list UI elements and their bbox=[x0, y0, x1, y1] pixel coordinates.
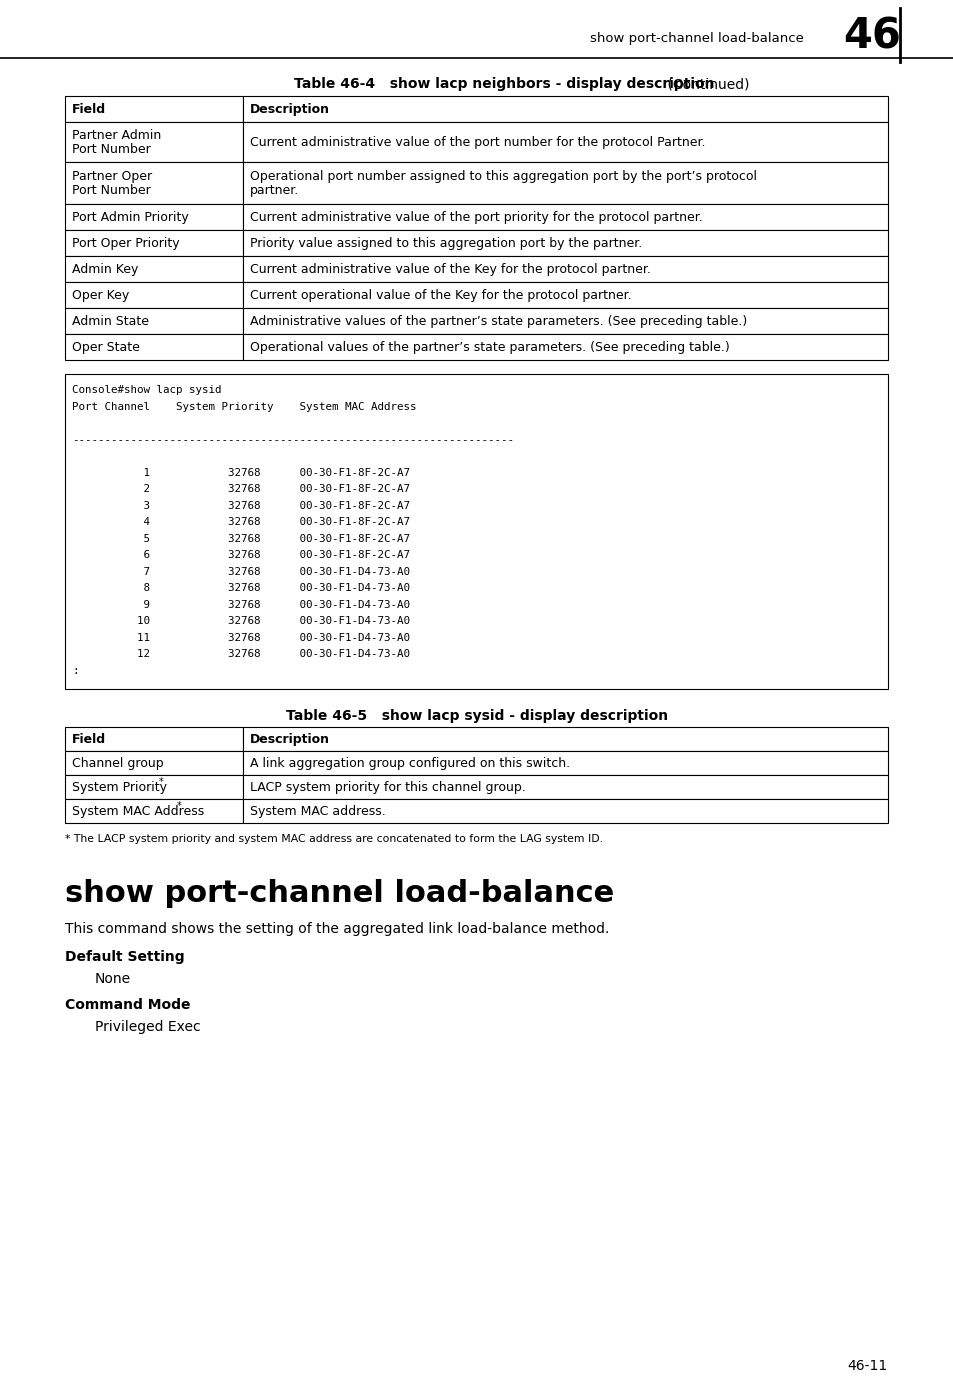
Text: 46-11: 46-11 bbox=[847, 1359, 887, 1373]
Bar bbox=[65, 282, 243, 308]
Text: System MAC Address: System MAC Address bbox=[71, 805, 204, 818]
Text: *: * bbox=[176, 801, 181, 811]
Text: Current operational value of the Key for the protocol partner.: Current operational value of the Key for… bbox=[250, 289, 631, 301]
Text: Admin State: Admin State bbox=[71, 315, 149, 328]
Bar bbox=[65, 162, 243, 204]
Bar bbox=[243, 230, 887, 255]
Text: 6            32768      00-30-F1-8F-2C-A7: 6 32768 00-30-F1-8F-2C-A7 bbox=[71, 550, 410, 561]
Text: --------------------------------------------------------------------: ----------------------------------------… bbox=[71, 434, 514, 444]
Bar bbox=[65, 308, 243, 335]
Text: Port Number: Port Number bbox=[71, 183, 151, 197]
Bar bbox=[243, 799, 887, 823]
Bar bbox=[243, 282, 887, 308]
Bar bbox=[65, 230, 243, 255]
Bar bbox=[243, 255, 887, 282]
Bar bbox=[243, 204, 887, 230]
Text: show port-channel load-balance: show port-channel load-balance bbox=[65, 879, 614, 908]
Text: Oper Key: Oper Key bbox=[71, 289, 129, 301]
Text: Field: Field bbox=[71, 733, 106, 745]
Text: Operational port number assigned to this aggregation port by the port’s protocol: Operational port number assigned to this… bbox=[250, 169, 757, 182]
Bar bbox=[243, 162, 887, 204]
Bar bbox=[65, 255, 243, 282]
Bar bbox=[243, 308, 887, 335]
Bar bbox=[65, 799, 243, 823]
Text: Command Mode: Command Mode bbox=[65, 998, 191, 1012]
Text: 4            32768      00-30-F1-8F-2C-A7: 4 32768 00-30-F1-8F-2C-A7 bbox=[71, 518, 410, 527]
Text: Partner Oper: Partner Oper bbox=[71, 169, 152, 182]
Text: Description: Description bbox=[250, 733, 330, 745]
Bar bbox=[65, 96, 243, 122]
Bar bbox=[65, 122, 243, 162]
Text: Administrative values of the partner’s state parameters. (See preceding table.): Administrative values of the partner’s s… bbox=[250, 315, 746, 328]
Bar bbox=[243, 751, 887, 775]
Text: Port Channel    System Priority    System MAC Address: Port Channel System Priority System MAC … bbox=[71, 401, 416, 412]
Text: Port Oper Priority: Port Oper Priority bbox=[71, 236, 179, 250]
Text: Privileged Exec: Privileged Exec bbox=[95, 1020, 200, 1034]
Text: 9            32768      00-30-F1-D4-73-A0: 9 32768 00-30-F1-D4-73-A0 bbox=[71, 600, 410, 609]
Bar bbox=[243, 335, 887, 359]
Text: Console#show lacp sysid: Console#show lacp sysid bbox=[71, 386, 221, 396]
Text: Default Setting: Default Setting bbox=[65, 949, 185, 965]
Text: Port Number: Port Number bbox=[71, 143, 151, 155]
Text: Description: Description bbox=[250, 103, 330, 115]
Text: Current administrative value of the port priority for the protocol partner.: Current administrative value of the port… bbox=[250, 211, 702, 223]
Text: Current administrative value of the port number for the protocol Partner.: Current administrative value of the port… bbox=[250, 136, 705, 149]
Text: LACP system priority for this channel group.: LACP system priority for this channel gr… bbox=[250, 780, 525, 794]
Bar bbox=[243, 96, 887, 122]
Text: None: None bbox=[95, 972, 131, 985]
Text: :: : bbox=[71, 666, 78, 676]
Text: 2            32768      00-30-F1-8F-2C-A7: 2 32768 00-30-F1-8F-2C-A7 bbox=[71, 484, 410, 494]
Text: (Continued): (Continued) bbox=[662, 76, 749, 92]
Text: 11            32768      00-30-F1-D4-73-A0: 11 32768 00-30-F1-D4-73-A0 bbox=[71, 633, 410, 643]
Bar bbox=[65, 775, 243, 799]
Text: partner.: partner. bbox=[250, 183, 299, 197]
Text: Port Admin Priority: Port Admin Priority bbox=[71, 211, 189, 223]
Bar bbox=[65, 373, 887, 688]
Text: System MAC address.: System MAC address. bbox=[250, 805, 385, 818]
Bar bbox=[243, 775, 887, 799]
Text: Table 46-5   show lacp sysid - display description: Table 46-5 show lacp sysid - display des… bbox=[286, 709, 667, 723]
Text: 1            32768      00-30-F1-8F-2C-A7: 1 32768 00-30-F1-8F-2C-A7 bbox=[71, 468, 410, 477]
Text: *: * bbox=[159, 777, 164, 787]
Text: Table 46-4   show lacp neighbors - display description: Table 46-4 show lacp neighbors - display… bbox=[294, 76, 714, 92]
Text: 5            32768      00-30-F1-8F-2C-A7: 5 32768 00-30-F1-8F-2C-A7 bbox=[71, 534, 410, 544]
Text: This command shows the setting of the aggregated link load-balance method.: This command shows the setting of the ag… bbox=[65, 922, 609, 936]
Text: 10            32768      00-30-F1-D4-73-A0: 10 32768 00-30-F1-D4-73-A0 bbox=[71, 616, 410, 626]
Bar bbox=[243, 122, 887, 162]
Text: 12            32768      00-30-F1-D4-73-A0: 12 32768 00-30-F1-D4-73-A0 bbox=[71, 650, 410, 659]
Text: 8            32768      00-30-F1-D4-73-A0: 8 32768 00-30-F1-D4-73-A0 bbox=[71, 583, 410, 593]
Bar bbox=[243, 727, 887, 751]
Text: 3            32768      00-30-F1-8F-2C-A7: 3 32768 00-30-F1-8F-2C-A7 bbox=[71, 501, 410, 511]
Text: Admin Key: Admin Key bbox=[71, 262, 138, 275]
Text: Field: Field bbox=[71, 103, 106, 115]
Text: A link aggregation group configured on this switch.: A link aggregation group configured on t… bbox=[250, 756, 570, 769]
Text: Oper State: Oper State bbox=[71, 340, 140, 354]
Text: Channel group: Channel group bbox=[71, 756, 164, 769]
Text: show port-channel load-balance: show port-channel load-balance bbox=[589, 32, 803, 44]
Text: System Priority: System Priority bbox=[71, 780, 167, 794]
Text: Partner Admin: Partner Admin bbox=[71, 129, 161, 142]
Bar bbox=[65, 727, 243, 751]
Text: * The LACP system priority and system MAC address are concatenated to form the L: * The LACP system priority and system MA… bbox=[65, 834, 602, 844]
Bar bbox=[65, 204, 243, 230]
Text: 46: 46 bbox=[842, 15, 900, 57]
Text: Current administrative value of the Key for the protocol partner.: Current administrative value of the Key … bbox=[250, 262, 650, 275]
Text: Operational values of the partner’s state parameters. (See preceding table.): Operational values of the partner’s stat… bbox=[250, 340, 729, 354]
Bar bbox=[65, 335, 243, 359]
Bar bbox=[65, 751, 243, 775]
Text: Priority value assigned to this aggregation port by the partner.: Priority value assigned to this aggregat… bbox=[250, 236, 641, 250]
Text: Table 46-4   show lacp neighbors - display description (Continued): Table 46-4 show lacp neighbors - display… bbox=[248, 76, 705, 92]
Text: 7            32768      00-30-F1-D4-73-A0: 7 32768 00-30-F1-D4-73-A0 bbox=[71, 566, 410, 577]
